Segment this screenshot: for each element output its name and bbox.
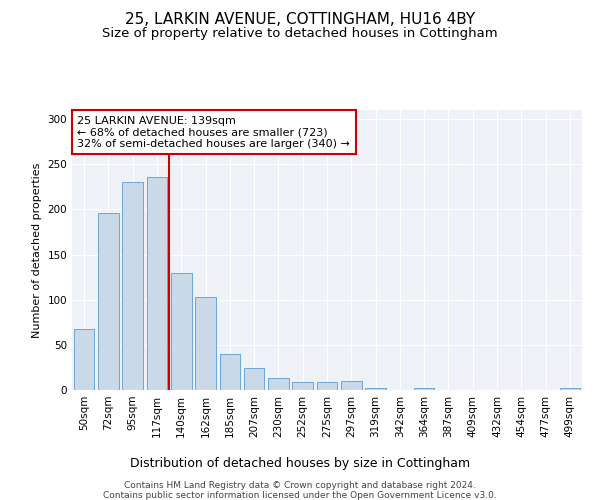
Text: Distribution of detached houses by size in Cottingham: Distribution of detached houses by size … — [130, 458, 470, 470]
Bar — [414, 388, 434, 390]
Bar — [341, 381, 362, 390]
Bar — [98, 213, 119, 390]
Text: 25, LARKIN AVENUE, COTTINGHAM, HU16 4BY: 25, LARKIN AVENUE, COTTINGHAM, HU16 4BY — [125, 12, 475, 28]
Bar — [244, 368, 265, 390]
Bar — [171, 272, 191, 390]
Text: Size of property relative to detached houses in Cottingham: Size of property relative to detached ho… — [102, 28, 498, 40]
Bar — [268, 378, 289, 390]
Bar — [122, 182, 143, 390]
Text: 25 LARKIN AVENUE: 139sqm
← 68% of detached houses are smaller (723)
32% of semi-: 25 LARKIN AVENUE: 139sqm ← 68% of detach… — [77, 116, 350, 149]
Bar — [560, 388, 580, 390]
Bar — [74, 328, 94, 390]
Bar — [146, 177, 167, 390]
Text: Contains public sector information licensed under the Open Government Licence v3: Contains public sector information licen… — [103, 491, 497, 500]
Text: Contains HM Land Registry data © Crown copyright and database right 2024.: Contains HM Land Registry data © Crown c… — [124, 481, 476, 490]
Bar — [292, 382, 313, 390]
Bar — [317, 382, 337, 390]
Bar — [195, 297, 216, 390]
Bar — [365, 388, 386, 390]
Y-axis label: Number of detached properties: Number of detached properties — [32, 162, 42, 338]
Bar — [220, 354, 240, 390]
